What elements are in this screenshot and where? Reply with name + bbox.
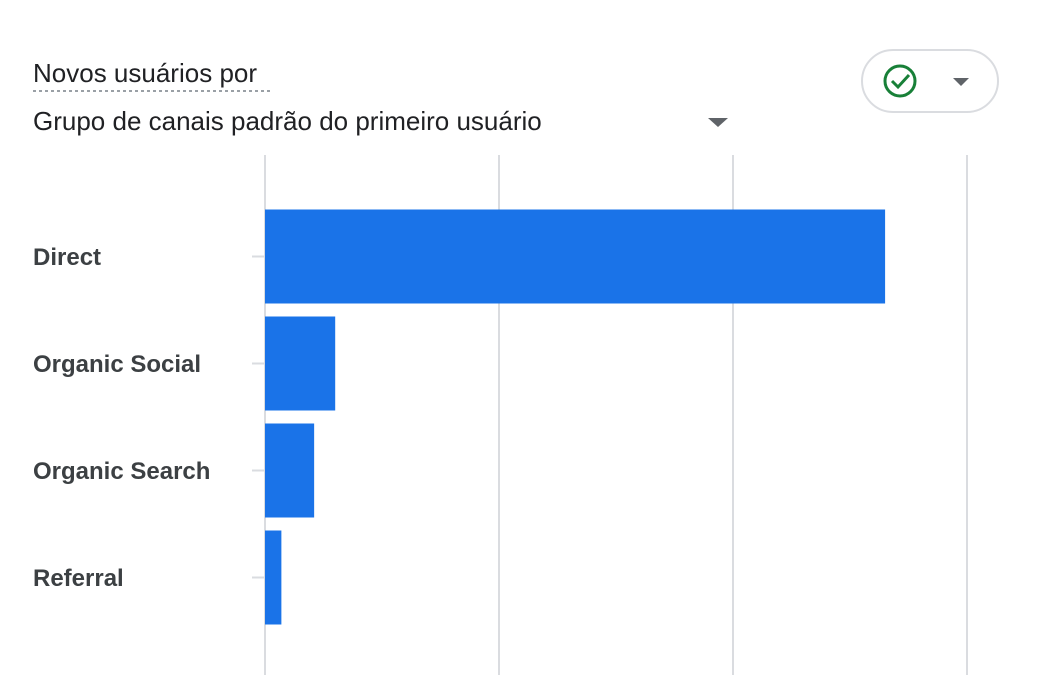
y-tick-label: Direct [33, 244, 101, 271]
bar [265, 423, 315, 518]
dimension-dropdown-arrow[interactable] [708, 118, 728, 127]
bar [265, 316, 336, 411]
metric-name[interactable]: Novos usuários [33, 58, 212, 88]
title-line: Novos usuários por [33, 58, 257, 88]
bar [265, 209, 886, 304]
bar [265, 530, 282, 625]
title-connector: por [219, 58, 257, 88]
y-tick-label: Referral [33, 565, 124, 592]
check-mark [890, 73, 911, 90]
button-outline[interactable] [861, 49, 999, 113]
y-tick-label: Organic Search [33, 458, 210, 485]
check-icon [883, 64, 917, 98]
button-arrow [953, 78, 969, 86]
y-tick-label: Organic Social [33, 351, 201, 378]
dimension-selector[interactable]: Grupo de canais padrão do primeiro usuár… [33, 106, 542, 136]
status-button[interactable] [861, 49, 999, 113]
